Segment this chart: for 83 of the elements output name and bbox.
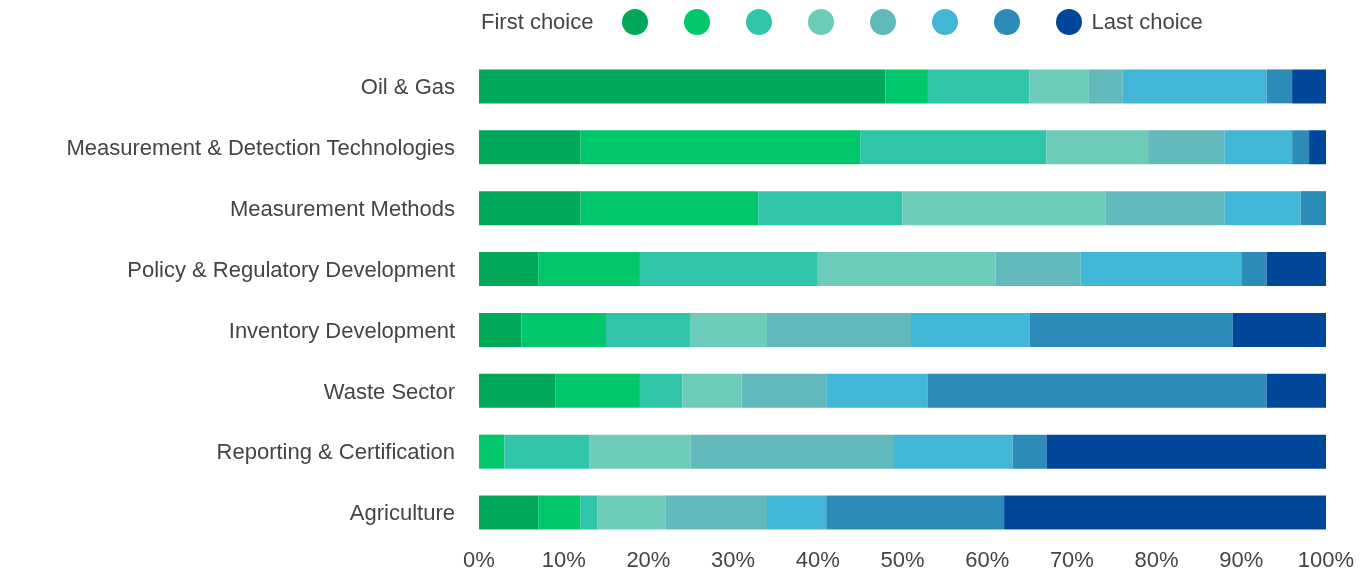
y-tick-label: Oil & Gas <box>360 74 455 100</box>
bar <box>741 373 827 408</box>
x-tick-label: 50% <box>880 546 925 572</box>
bar <box>479 434 505 469</box>
y-tick-label: Waste Sector <box>323 378 455 404</box>
bar <box>665 495 767 530</box>
bar <box>597 495 666 530</box>
bar <box>927 373 1267 408</box>
bar <box>639 252 818 287</box>
x-tick-label: 30% <box>711 546 756 572</box>
bar <box>690 434 895 469</box>
bar <box>1080 252 1242 287</box>
bar <box>910 312 1030 347</box>
bar <box>1029 312 1233 347</box>
bar <box>479 191 581 226</box>
bar <box>758 191 903 226</box>
bar <box>860 130 1047 165</box>
bar <box>580 191 759 226</box>
x-tick-label: 80% <box>1134 546 1179 572</box>
x-tick-label: 90% <box>1219 546 1264 572</box>
bar <box>690 312 767 347</box>
legend-label: Last choice <box>1091 9 1203 35</box>
bar <box>995 252 1081 287</box>
bar <box>479 69 886 104</box>
y-tick-label: Policy & Regulatory Development <box>127 256 455 282</box>
bar <box>1266 373 1326 408</box>
bar <box>1122 69 1267 104</box>
bar <box>479 495 539 530</box>
bar <box>826 495 1005 530</box>
bar <box>1309 130 1326 165</box>
bar <box>1224 130 1293 165</box>
y-tick-label: Measurement & Detection Technologies <box>66 135 455 161</box>
bar <box>479 312 522 347</box>
x-tick-label: 40% <box>795 546 840 572</box>
bar <box>826 373 928 408</box>
bar <box>1224 191 1301 226</box>
bar <box>1046 434 1326 469</box>
bar <box>1292 69 1326 104</box>
bar <box>1148 130 1225 165</box>
bar <box>1266 69 1293 104</box>
x-tick-label: 0% <box>463 546 495 572</box>
bar <box>1004 495 1326 530</box>
x-tick-label: 10% <box>541 546 586 572</box>
y-tick-label: Inventory Development <box>228 317 455 343</box>
bar <box>580 130 861 165</box>
bar <box>766 312 911 347</box>
x-tick-label: 20% <box>626 546 671 572</box>
bar <box>817 252 996 287</box>
bar <box>1046 130 1149 165</box>
bar <box>504 434 590 469</box>
bar <box>589 434 691 469</box>
bar <box>894 434 1013 469</box>
bar <box>555 373 640 408</box>
bar <box>1300 191 1326 226</box>
y-tick-label: Reporting & Certification <box>216 439 455 465</box>
bar <box>479 373 556 408</box>
bar <box>1266 252 1326 287</box>
bar <box>1292 130 1310 165</box>
y-tick-label: Agriculture <box>349 500 455 526</box>
y-tick-label: Measurement Methods <box>230 196 455 221</box>
bar <box>521 312 607 347</box>
bar <box>1012 434 1047 469</box>
series-label: First choice <box>481 9 594 35</box>
bar <box>479 130 581 165</box>
bar <box>580 495 598 530</box>
bar <box>479 252 539 287</box>
x-tick-label: 60% <box>965 546 1010 572</box>
x-tick-label: 70% <box>1049 546 1094 572</box>
bar <box>606 312 691 347</box>
bar <box>927 69 1030 104</box>
bar <box>766 495 827 530</box>
bar <box>1105 191 1225 226</box>
bar <box>1029 69 1089 104</box>
bar <box>1241 252 1267 287</box>
bar <box>1088 69 1123 104</box>
bar <box>538 495 581 530</box>
bar <box>885 69 928 104</box>
bar <box>1232 312 1326 347</box>
bar <box>682 373 742 408</box>
bar <box>902 191 1106 226</box>
bar <box>538 252 640 287</box>
x-tick-label: 100% <box>1297 546 1355 572</box>
bar <box>639 373 683 408</box>
